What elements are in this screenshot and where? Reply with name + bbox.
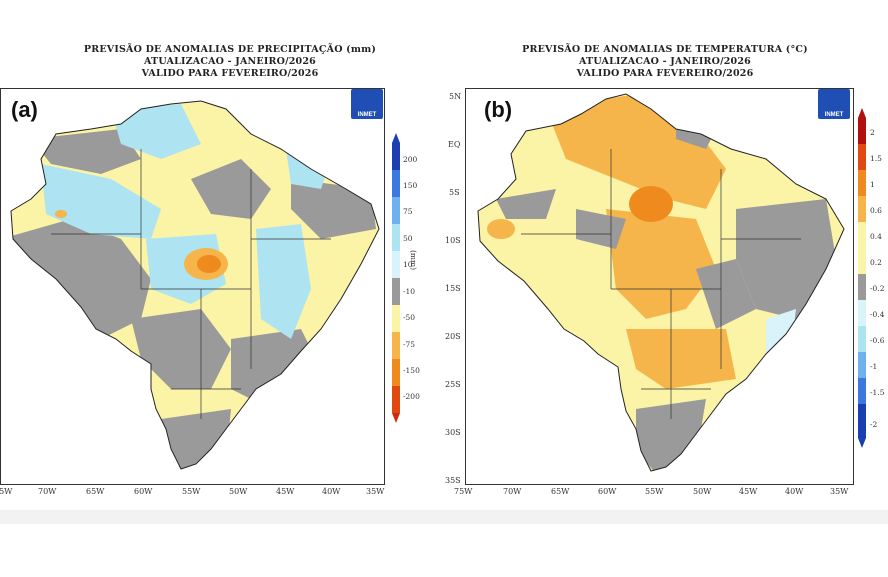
temp-lat-tick-4: 15S — [445, 284, 461, 293]
precip-orange-west — [55, 210, 67, 218]
precip-lon-tick-0: 75W — [0, 487, 13, 496]
temp-logo-text: INMET — [824, 112, 844, 118]
temp-cb-tick-3: 0.6 — [870, 206, 882, 215]
precip-lon-tick-8: 35W — [366, 487, 385, 496]
precip-unit-label: (mm) — [409, 250, 418, 271]
precip-cb-tick-1: 150 — [403, 181, 418, 190]
temp-lon-tick-2: 65W — [551, 487, 570, 496]
precip-lon-tick-4: 55W — [182, 487, 201, 496]
precip-colorbar-svg — [392, 133, 400, 423]
temp-cb-tick-8: -0.6 — [870, 336, 885, 345]
temp-title-line-2: ATUALIZACAO - JANEIRO/2026 — [579, 56, 751, 67]
temp-gray-east — [736, 199, 836, 319]
precip-cb-tick-7: -75 — [403, 340, 416, 349]
precip-cb-tick-6: -50 — [403, 313, 416, 322]
precip-title: PREVISÃO DE ANOMALIAS DE PRECIPITAÇÃO (m… — [40, 44, 420, 80]
temp-gray-central-west — [576, 209, 626, 249]
temp-lon-tick-7: 40W — [785, 487, 804, 496]
temp-lat-tick-2: 5S — [449, 188, 460, 197]
precip-gray-south — [131, 309, 231, 389]
precip-title-line-3: VALIDO PARA FEVEREIRO/2026 — [141, 68, 319, 79]
temp-panel-label: (b) — [484, 97, 513, 122]
temp-lat-tick-6: 25S — [445, 380, 461, 389]
precip-lon-tick-2: 65W — [86, 487, 105, 496]
precip-gray-west — [11, 219, 151, 339]
temp-title: PREVISÃO DE ANOMALIAS DE TEMPERATURA (°C… — [470, 44, 860, 80]
temp-gray-north — [676, 99, 726, 149]
precip-lon-tick-3: 60W — [134, 487, 153, 496]
precip-lon-tick-7: 40W — [322, 487, 341, 496]
temp-state-borders — [521, 149, 801, 419]
precip-gray-north — [31, 129, 141, 174]
temp-lon-tick-1: 70W — [503, 487, 522, 496]
temp-lon-tick-5: 50W — [693, 487, 712, 496]
precip-cb-tick-4: 10 — [403, 260, 413, 269]
temp-darkorange-center — [629, 186, 673, 222]
temp-gray-mid — [696, 259, 756, 329]
temp-lon-tick-3: 60W — [598, 487, 617, 496]
precip-map: (a) INMET — [0, 88, 385, 485]
temp-cb-tick-2: 1 — [870, 180, 875, 189]
temp-title-line-1: PREVISÃO DE ANOMALIAS DE TEMPERATURA (°C… — [522, 44, 808, 55]
temp-orange-south — [626, 329, 736, 389]
temp-brazil-outline — [477, 93, 845, 472]
precip-gray-southeast — [231, 329, 321, 409]
precip-title-line-1: PREVISÃO DE ANOMALIAS DE PRECIPITAÇÃO (m… — [83, 44, 377, 55]
precip-state-borders — [51, 149, 331, 419]
temp-title-line-3: VALIDO PARA FEVEREIRO/2026 — [576, 68, 754, 79]
temp-cb-tick-1: 1.5 — [870, 154, 882, 163]
temp-cb-tick-5: 0.2 — [870, 258, 882, 267]
precip-colorbar — [392, 133, 400, 423]
precip-cyan-north — [41, 164, 161, 239]
temp-cb-tick-9: -1 — [870, 362, 878, 371]
temp-map-svg — [477, 93, 845, 472]
temp-cb-tick-4: 0.4 — [870, 232, 882, 241]
temp-lon-tick-6: 45W — [739, 487, 758, 496]
temp-map: (b) INMET — [465, 88, 854, 485]
temp-cb-tick-0: 2 — [870, 128, 875, 137]
precip-logo-text: INMET — [357, 112, 377, 118]
precip-lon-tick-6: 45W — [276, 487, 295, 496]
temp-lon-tick-8: 35W — [830, 487, 849, 496]
precip-lon-tick-5: 50W — [229, 487, 248, 496]
precip-brazil-outline — [10, 100, 380, 470]
precip-cb-tick-9: -200 — [403, 392, 420, 401]
precip-cb-tick-3: 50 — [403, 234, 413, 243]
temp-colorbar-svg — [858, 108, 866, 448]
temp-orange-central — [606, 209, 716, 319]
temp-lat-tick-5: 20S — [445, 332, 461, 341]
precip-map-svg — [10, 100, 380, 470]
temp-cb-tick-11: -2 — [870, 420, 878, 429]
temp-colorbar — [858, 108, 866, 448]
temp-lat-tick-0: 5N — [449, 92, 462, 101]
temp-lon-tick-4: 55W — [645, 487, 664, 496]
temp-logo: INMET — [818, 89, 850, 119]
precip-lon-tick-1: 70W — [38, 487, 57, 496]
temp-gray-west — [496, 189, 556, 219]
bottom-band — [0, 510, 888, 524]
precip-cyan-east — [256, 224, 311, 339]
precip-cb-tick-5: -10 — [403, 287, 416, 296]
precip-cb-tick-0: 200 — [403, 155, 418, 164]
temp-cb-tick-7: -0.4 — [870, 310, 885, 319]
temp-lon-tick-0: 75W — [454, 487, 473, 496]
temp-lat-tick-3: 10S — [445, 236, 461, 245]
precip-logo: INMET — [351, 89, 383, 119]
temp-lat-tick-1: EQ — [448, 140, 461, 149]
temp-cb-tick-10: -1.5 — [870, 388, 885, 397]
precip-darkorange-center — [197, 255, 221, 273]
precip-title-line-2: ATUALIZACAO - JANEIRO/2026 — [144, 56, 316, 67]
precip-cyan-northcentral — [111, 104, 201, 159]
precip-cb-tick-8: -150 — [403, 366, 420, 375]
temp-lat-tick-8: 35S — [445, 476, 461, 485]
precip-panel-label: (a) — [11, 97, 38, 122]
temp-cb-tick-6: -0.2 — [870, 284, 885, 293]
precip-cb-tick-2: 75 — [403, 207, 413, 216]
temp-darkorange-west — [487, 219, 515, 239]
temp-lat-tick-7: 30S — [445, 428, 461, 437]
